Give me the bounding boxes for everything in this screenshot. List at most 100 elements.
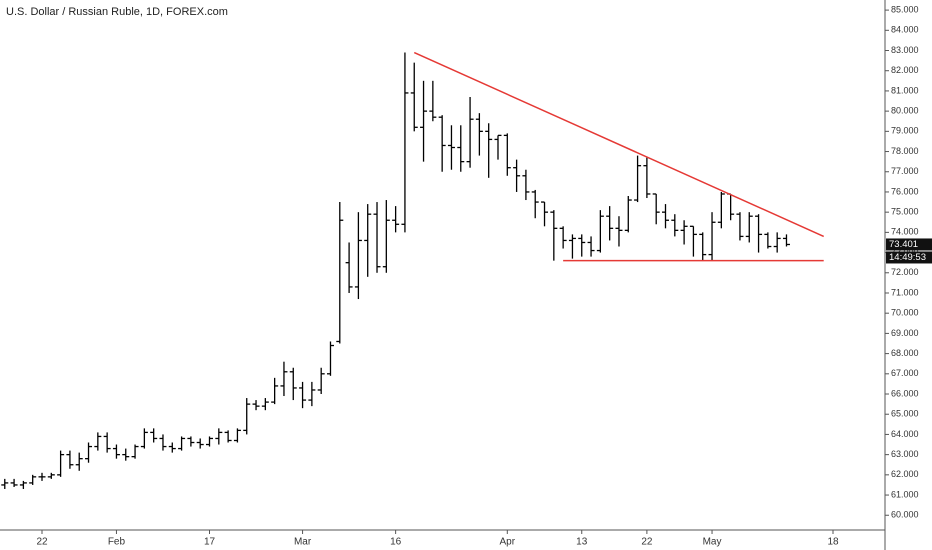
ohlc-bar bbox=[66, 450, 74, 469]
ohlc-bar bbox=[578, 234, 586, 257]
y-tick-label: 80.000 bbox=[891, 106, 919, 116]
ohlc-bar bbox=[299, 381, 307, 409]
ohlc-bar bbox=[708, 212, 716, 261]
ohlc-bar bbox=[420, 80, 428, 162]
ohlc-bar bbox=[401, 52, 409, 233]
ohlc-bar bbox=[457, 125, 465, 172]
x-tick-label: 16 bbox=[390, 537, 402, 548]
ohlc-bar bbox=[745, 212, 753, 243]
y-tick-label: 64.000 bbox=[891, 429, 919, 439]
ohlc-bar bbox=[140, 428, 148, 449]
ohlc-bar bbox=[215, 428, 223, 445]
ohlc-bar bbox=[75, 452, 83, 471]
ohlc-bar bbox=[773, 232, 781, 253]
x-tick-label: 17 bbox=[204, 537, 216, 548]
y-tick-label: 74.000 bbox=[891, 227, 919, 237]
ohlc-bar bbox=[587, 236, 595, 257]
ohlc-bar bbox=[550, 210, 558, 261]
ohlc-bar bbox=[94, 432, 102, 451]
ohlc-bar bbox=[764, 232, 772, 249]
ohlc-bar bbox=[243, 398, 251, 435]
ohlc-bar bbox=[168, 442, 176, 453]
ohlc-bar bbox=[38, 472, 46, 481]
ohlc-bar bbox=[280, 361, 288, 397]
ohlc-bar bbox=[271, 377, 279, 405]
ohlc-bar bbox=[224, 430, 232, 443]
chart-title: U.S. Dollar / Russian Ruble, 1D, FOREX.c… bbox=[6, 6, 228, 18]
y-tick-label: 60.000 bbox=[891, 510, 919, 520]
ohlc-bar bbox=[596, 210, 604, 253]
ohlc-bar bbox=[326, 341, 334, 376]
ohlc-bar bbox=[438, 115, 446, 172]
y-tick-label: 75.000 bbox=[891, 207, 919, 217]
ohlc-bar bbox=[336, 202, 344, 344]
x-tick-label: 13 bbox=[576, 537, 588, 548]
ohlc-bar bbox=[736, 212, 744, 241]
ohlc-bar bbox=[699, 232, 707, 261]
y-tick-label: 76.000 bbox=[891, 186, 919, 196]
ohlc-bar bbox=[29, 474, 37, 485]
ohlc-bar bbox=[466, 96, 474, 168]
ohlc-bar bbox=[187, 436, 195, 447]
ohlc-bar bbox=[308, 381, 316, 407]
x-tick-label: Mar bbox=[294, 537, 312, 548]
y-tick-label: 77.000 bbox=[891, 166, 919, 176]
price-box bbox=[886, 238, 932, 251]
ohlc-bar bbox=[354, 212, 362, 300]
y-tick-label: 71.000 bbox=[891, 287, 919, 297]
y-tick-label: 62.000 bbox=[891, 469, 919, 479]
x-tick-label: May bbox=[703, 537, 722, 548]
y-tick-label: 70.000 bbox=[891, 308, 919, 318]
ohlc-bar bbox=[652, 193, 660, 225]
ohlc-bar bbox=[196, 438, 204, 449]
ohlc-bar bbox=[410, 62, 418, 132]
ohlc-bar bbox=[364, 204, 372, 277]
ohlc-bar bbox=[522, 169, 530, 201]
y-tick-label: 83.000 bbox=[891, 45, 919, 55]
timer-box bbox=[886, 251, 932, 264]
y-tick-label: 72.000 bbox=[891, 267, 919, 277]
ohlc-bar bbox=[447, 125, 455, 170]
ohlc-bar bbox=[634, 155, 642, 203]
ohlc-bar bbox=[103, 432, 111, 453]
ohlc-bar bbox=[689, 225, 697, 257]
ohlc-bar bbox=[57, 450, 65, 477]
trend-line bbox=[413, 51, 825, 238]
ohlc-bar bbox=[755, 214, 763, 253]
ohlc-bar bbox=[382, 200, 390, 273]
ohlc-bar bbox=[559, 226, 567, 249]
x-tick-label: 22 bbox=[36, 537, 48, 548]
ohlc-bar bbox=[782, 234, 790, 247]
ohlc-bar bbox=[112, 444, 120, 459]
ohlc-bar bbox=[606, 206, 614, 241]
ohlc-bar bbox=[150, 428, 158, 443]
x-tick-label: Apr bbox=[500, 537, 516, 548]
ohlc-bar bbox=[615, 216, 623, 247]
ohlc-bar bbox=[643, 157, 651, 199]
ohlc-bar bbox=[503, 133, 511, 176]
y-tick-label: 79.000 bbox=[891, 126, 919, 136]
ohlc-bar bbox=[494, 134, 502, 160]
y-tick-label: 61.000 bbox=[891, 489, 919, 499]
y-tick-label: 81.000 bbox=[891, 85, 919, 95]
x-tick-label: Feb bbox=[108, 537, 126, 548]
ohlc-bar bbox=[85, 442, 93, 463]
y-tick-label: 67.000 bbox=[891, 368, 919, 378]
ohlc-bar bbox=[252, 400, 260, 411]
y-tick-label: 68.000 bbox=[891, 348, 919, 358]
ohlc-bar bbox=[662, 204, 670, 229]
timer-label: 14:49:53 bbox=[889, 252, 926, 263]
ohlc-bar bbox=[206, 436, 214, 447]
ohlc-bar bbox=[1, 478, 9, 489]
ohlc-bar bbox=[261, 398, 269, 411]
ohlc-bar bbox=[671, 214, 679, 237]
price-label: 73.401 bbox=[889, 239, 918, 250]
y-tick-label: 78.000 bbox=[891, 146, 919, 156]
y-tick-label: 85.000 bbox=[891, 4, 919, 14]
y-tick-label: 69.000 bbox=[891, 328, 919, 338]
y-tick-label: 82.000 bbox=[891, 65, 919, 75]
ohlc-bar bbox=[531, 189, 539, 219]
y-tick-label: 63.000 bbox=[891, 449, 919, 459]
y-tick-label: 84.000 bbox=[891, 25, 919, 35]
